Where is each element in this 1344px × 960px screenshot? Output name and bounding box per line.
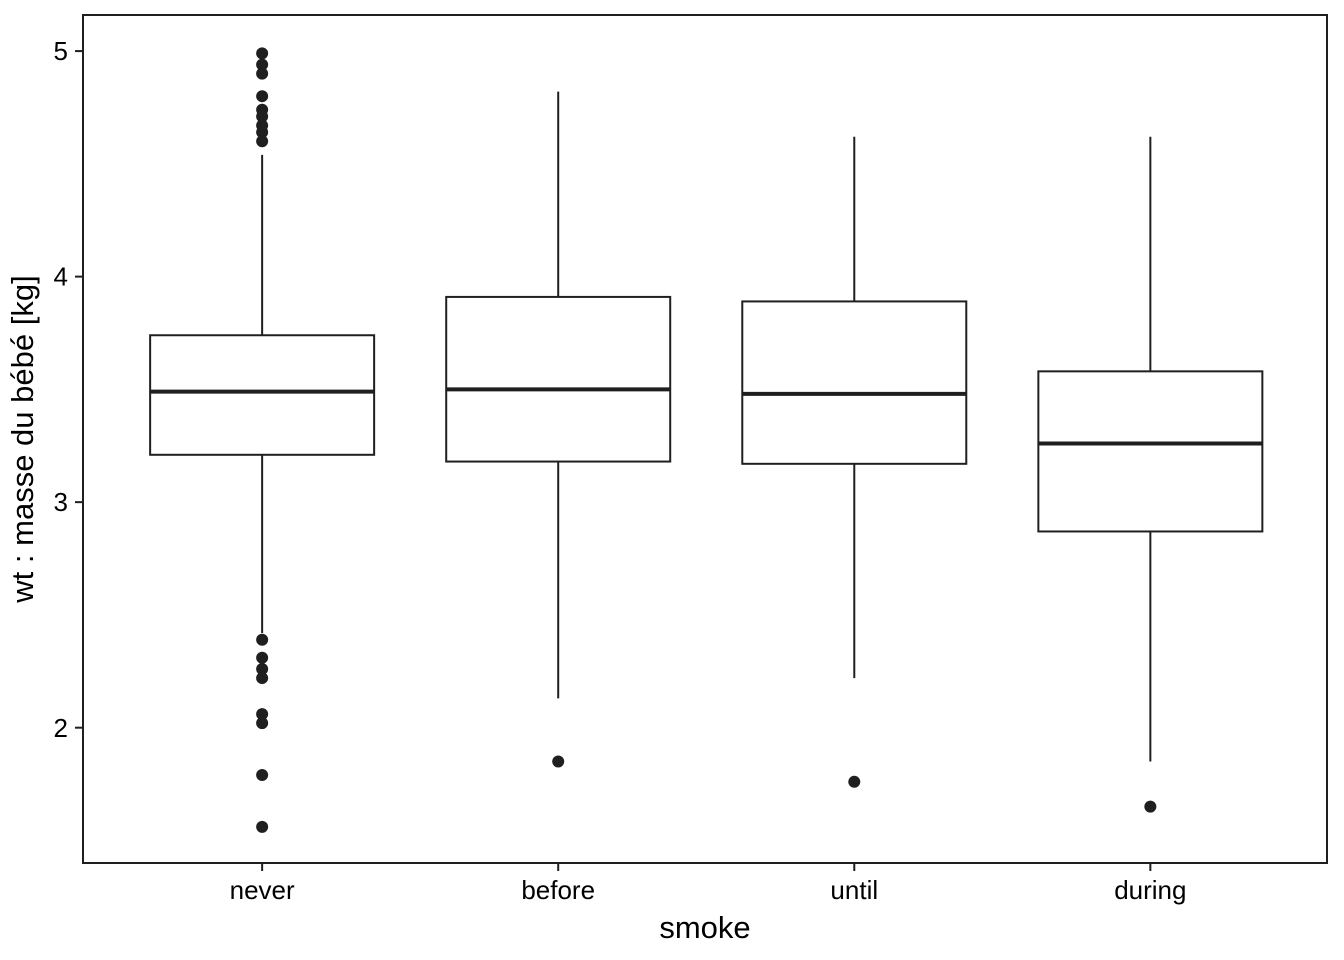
outlier-point xyxy=(256,769,269,782)
plot-panel-border xyxy=(82,14,1328,864)
iqr-box xyxy=(741,300,968,465)
iqr-box xyxy=(445,295,672,463)
outlier-point xyxy=(256,110,269,123)
outlier-point xyxy=(256,126,269,139)
chart-marks: 2 3 4 5 never before until during xyxy=(54,36,1264,905)
outlier-point xyxy=(848,775,861,788)
outlier-point xyxy=(1144,800,1157,813)
outlier-point xyxy=(256,633,269,646)
x-tick-label: until xyxy=(830,875,878,905)
outlier-point xyxy=(256,651,269,664)
outlier-point xyxy=(256,58,269,71)
iqr-box xyxy=(1037,370,1264,533)
boxplot-during xyxy=(1037,136,1264,813)
y-tick-label: 4 xyxy=(54,262,68,292)
y-tick-label: 3 xyxy=(54,487,68,517)
y-axis-title: wt : masse du bébé [kg] xyxy=(5,275,40,603)
outlier-point xyxy=(256,90,269,103)
outlier-point xyxy=(552,755,565,768)
outlier-point xyxy=(256,717,269,730)
outlier-point xyxy=(256,820,269,833)
outlier-point xyxy=(256,67,269,80)
boxplot-before xyxy=(445,91,672,768)
y-tick-label: 5 xyxy=(54,36,68,66)
outlier-point xyxy=(256,47,269,60)
x-tick-label: during xyxy=(1114,875,1186,905)
boxplot-until xyxy=(741,136,968,788)
x-tick-label: never xyxy=(230,875,295,905)
y-tick-label: 2 xyxy=(54,713,68,743)
outlier-point xyxy=(256,135,269,148)
outlier-point xyxy=(256,663,269,676)
x-axis-title: smoke xyxy=(659,910,750,945)
outlier-point xyxy=(256,672,269,685)
boxplot-never xyxy=(149,47,376,833)
x-tick-label: before xyxy=(521,875,595,905)
iqr-box xyxy=(149,334,376,456)
outlier-point xyxy=(256,708,269,721)
